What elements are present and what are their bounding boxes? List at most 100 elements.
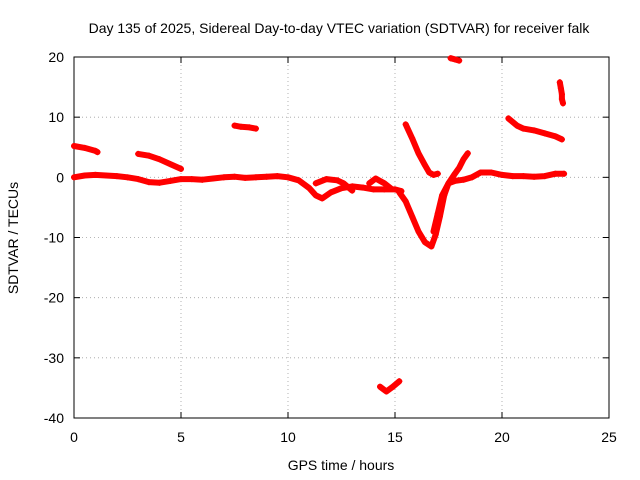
data-point xyxy=(520,125,527,132)
data-point xyxy=(552,133,559,140)
data-point xyxy=(340,180,347,187)
data-point xyxy=(135,150,142,157)
series-arc-segment-5 xyxy=(366,175,394,192)
data-point xyxy=(81,144,88,151)
data-point xyxy=(477,169,484,176)
x-tick-label: 25 xyxy=(601,429,617,445)
data-point xyxy=(387,185,394,192)
data-point xyxy=(513,122,520,129)
data-point xyxy=(323,176,330,183)
data-point xyxy=(327,189,334,196)
data-point xyxy=(505,115,512,122)
data-point xyxy=(199,176,206,183)
data-point xyxy=(499,171,505,178)
series-trace xyxy=(402,121,441,178)
data-point xyxy=(469,174,476,181)
data-point xyxy=(246,124,253,131)
data-point xyxy=(381,180,388,187)
y-tick-label: 10 xyxy=(48,109,64,125)
data-point xyxy=(319,195,326,202)
x-tick-label: 5 xyxy=(177,429,185,445)
axis-ticks: 0 5 10 15 20 25 -40 -30 -20 -10 0 10 20 xyxy=(44,49,617,445)
series-trace xyxy=(396,169,568,250)
series-late-spike xyxy=(556,79,566,107)
data-point xyxy=(359,184,366,191)
data-point xyxy=(349,187,356,194)
data-point xyxy=(430,171,437,178)
data-point xyxy=(509,173,516,180)
y-tick-label: -10 xyxy=(44,230,64,246)
x-tick-label: 10 xyxy=(280,429,296,445)
data-point xyxy=(430,228,437,235)
data-point xyxy=(428,243,435,250)
data-point xyxy=(520,173,527,180)
data-point xyxy=(561,170,568,177)
data-point xyxy=(558,136,565,143)
data-point xyxy=(312,192,319,199)
data-point xyxy=(377,383,384,390)
x-tick-label: 15 xyxy=(387,429,403,445)
x-tick-label: 20 xyxy=(494,429,510,445)
data-point xyxy=(167,161,174,168)
data-point xyxy=(156,156,163,163)
data-point xyxy=(383,388,390,395)
series-late-arc xyxy=(505,115,565,143)
data-point xyxy=(445,180,452,187)
data-point xyxy=(178,165,184,172)
data-point xyxy=(415,228,422,235)
data-point xyxy=(220,174,227,181)
data-point xyxy=(381,186,388,193)
series-trace xyxy=(231,122,259,132)
series-outlier-dip xyxy=(377,378,403,395)
data-point xyxy=(559,100,566,107)
data-point xyxy=(464,150,471,157)
data-point xyxy=(231,173,238,180)
grid xyxy=(74,57,609,418)
data-point xyxy=(541,173,548,180)
data-point xyxy=(338,185,345,192)
data-point xyxy=(156,179,163,186)
series-main-band xyxy=(71,171,405,202)
data-point xyxy=(456,164,463,171)
series-arc-segment-2 xyxy=(135,150,184,172)
series-top-cluster xyxy=(447,55,463,64)
data-point xyxy=(103,172,110,179)
data-point xyxy=(237,123,244,130)
data-point xyxy=(167,177,174,184)
series-arc-segment-4 xyxy=(312,176,356,194)
data-point xyxy=(402,121,409,128)
data-point xyxy=(81,172,88,179)
x-tick-label: 0 xyxy=(70,429,78,445)
data-point xyxy=(312,180,319,187)
data-point xyxy=(488,169,495,176)
data-point xyxy=(113,173,120,180)
data-point xyxy=(92,171,99,178)
data-point xyxy=(366,180,373,187)
data-point xyxy=(531,127,538,134)
data-points xyxy=(71,55,568,395)
series-descending-arc xyxy=(402,121,441,178)
data-point xyxy=(557,85,564,92)
data-point xyxy=(145,152,152,159)
data-point xyxy=(552,170,559,177)
data-point xyxy=(124,174,131,181)
y-tick-label: -30 xyxy=(44,350,64,366)
data-point xyxy=(210,175,217,182)
y-tick-label: -20 xyxy=(44,290,64,306)
data-point xyxy=(370,186,377,193)
data-point xyxy=(252,174,259,181)
data-point xyxy=(426,169,433,176)
x-axis-title: GPS time / hours xyxy=(288,457,395,473)
data-point xyxy=(556,79,563,86)
data-point xyxy=(460,156,467,163)
data-point xyxy=(421,162,428,169)
data-point xyxy=(285,174,291,181)
y-axis-title: SDTVAR / TECUs xyxy=(5,182,21,294)
data-point xyxy=(396,378,403,385)
data-point xyxy=(372,175,379,182)
data-point xyxy=(451,56,458,63)
data-point xyxy=(252,125,259,132)
data-point xyxy=(434,170,441,177)
data-point xyxy=(145,179,152,186)
data-point xyxy=(178,176,184,183)
